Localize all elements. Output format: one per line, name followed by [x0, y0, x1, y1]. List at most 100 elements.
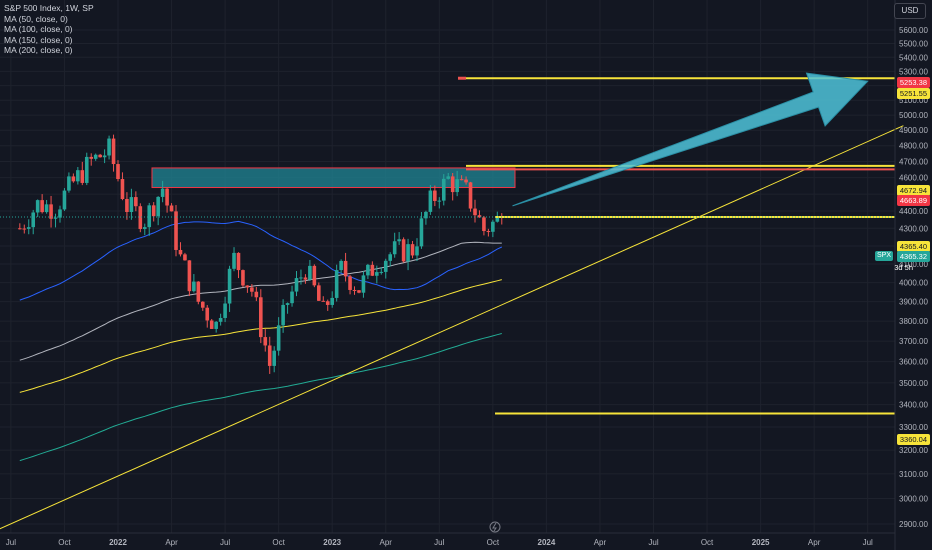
price-tag: 4365.40 — [896, 241, 930, 252]
y-tick-label: 3600.00 — [899, 358, 928, 367]
candle-body — [317, 285, 321, 301]
candle-body — [339, 260, 343, 271]
legend-ma-50: MA (50, close, 0) — [4, 13, 68, 24]
candle-body — [129, 197, 134, 212]
candle-body — [218, 317, 223, 322]
flash-icon-circle — [489, 521, 501, 533]
x-tick-label: Oct — [272, 538, 285, 547]
candle-body — [406, 244, 410, 262]
candle-body — [379, 271, 384, 273]
y-tick-label: 5400.00 — [899, 53, 928, 62]
candle-body — [169, 205, 174, 212]
candle-body — [254, 291, 259, 298]
candle-body — [343, 260, 348, 277]
x-tick-label: 2024 — [538, 538, 556, 547]
x-tick-label: Jul — [434, 538, 444, 547]
flash-icon-bolt — [492, 522, 497, 532]
x-tick-label: 2023 — [323, 538, 341, 547]
supply-zone — [151, 167, 516, 189]
y-tick-label: 3700.00 — [899, 337, 928, 346]
ma-100-line — [19, 241, 502, 361]
candle-body — [450, 176, 455, 193]
candle-body — [116, 164, 120, 180]
candle-body — [192, 281, 196, 292]
price-tag: 4365.32 — [896, 251, 930, 262]
candle-body — [58, 209, 62, 218]
horizontal-lines — [0, 76, 895, 415]
candle-body — [294, 278, 299, 292]
candle-body — [415, 246, 419, 256]
legend-ma-150: MA (150, close, 0) — [4, 34, 73, 45]
zone-rect — [151, 167, 516, 189]
currency-button[interactable]: USD — [894, 3, 926, 19]
candle-body — [236, 252, 241, 271]
candle-body — [232, 252, 236, 269]
candle-body — [165, 188, 169, 206]
candle-body — [26, 227, 31, 229]
x-tick-label: Jul — [648, 538, 658, 547]
candle-body — [187, 260, 192, 292]
candle-body — [134, 197, 138, 207]
candle-body — [76, 170, 80, 182]
candle-body — [424, 211, 428, 219]
x-tick-label: 2022 — [109, 538, 127, 547]
x-tick-label: Apr — [594, 538, 607, 547]
x-tick-label: Apr — [380, 538, 393, 547]
candle-body — [18, 228, 22, 230]
candle-body — [361, 275, 366, 293]
candle-body — [223, 303, 227, 318]
candle-body — [67, 176, 71, 191]
candle-body — [401, 239, 406, 262]
candle-body — [303, 277, 308, 280]
candle-body — [22, 228, 27, 230]
candle-body — [138, 206, 143, 229]
candle-body — [428, 190, 433, 212]
x-tick-label: Jul — [6, 538, 16, 547]
candle-body — [397, 239, 401, 242]
flash-icon[interactable] — [489, 521, 501, 533]
x-tick-label: Apr — [808, 538, 821, 547]
candle-body — [334, 270, 339, 298]
x-tick-label: Jul — [863, 538, 873, 547]
candle-body — [151, 205, 156, 217]
chart-legend: S&P 500 Index, 1W, SP MA (50, close, 0) … — [4, 3, 94, 56]
candle-body — [370, 264, 375, 276]
x-tick-label: Oct — [58, 538, 71, 547]
candle-body — [209, 320, 214, 329]
candle-body — [486, 231, 491, 233]
candle-body — [285, 303, 290, 305]
y-tick-label: 4900.00 — [899, 126, 928, 135]
y-tick-label: 3800.00 — [899, 317, 928, 326]
candle-body — [491, 221, 495, 232]
candle-body — [446, 176, 451, 179]
legend-ma-200: MA (200, close, 0) — [4, 45, 73, 55]
candle-body — [178, 249, 183, 255]
candle-body — [142, 227, 147, 229]
candle-body — [84, 156, 89, 183]
candle-body — [299, 277, 303, 279]
symbol-tag: SPX — [875, 251, 894, 261]
y-tick-label: 5600.00 — [899, 26, 928, 35]
candle-body — [200, 301, 205, 308]
y-tick-label: 4400.00 — [899, 207, 928, 216]
candle-body — [477, 215, 482, 218]
candle-body — [31, 212, 36, 228]
candle-body — [419, 218, 424, 247]
arrow-shape — [512, 72, 869, 207]
candle-body — [267, 345, 272, 366]
y-tick-label: 3300.00 — [899, 423, 928, 432]
candle-body — [53, 217, 58, 219]
candle-body — [473, 208, 477, 216]
candle-body — [383, 260, 388, 272]
y-tick-label: 5100.00 — [899, 96, 928, 105]
candle-body — [214, 321, 218, 329]
candle-body — [357, 290, 361, 293]
candle-body — [437, 200, 442, 202]
projection-arrow — [512, 72, 869, 207]
candle-body — [102, 155, 107, 158]
candle-body — [375, 272, 379, 276]
candle-body — [120, 179, 125, 200]
x-tick-label: Oct — [487, 538, 500, 547]
